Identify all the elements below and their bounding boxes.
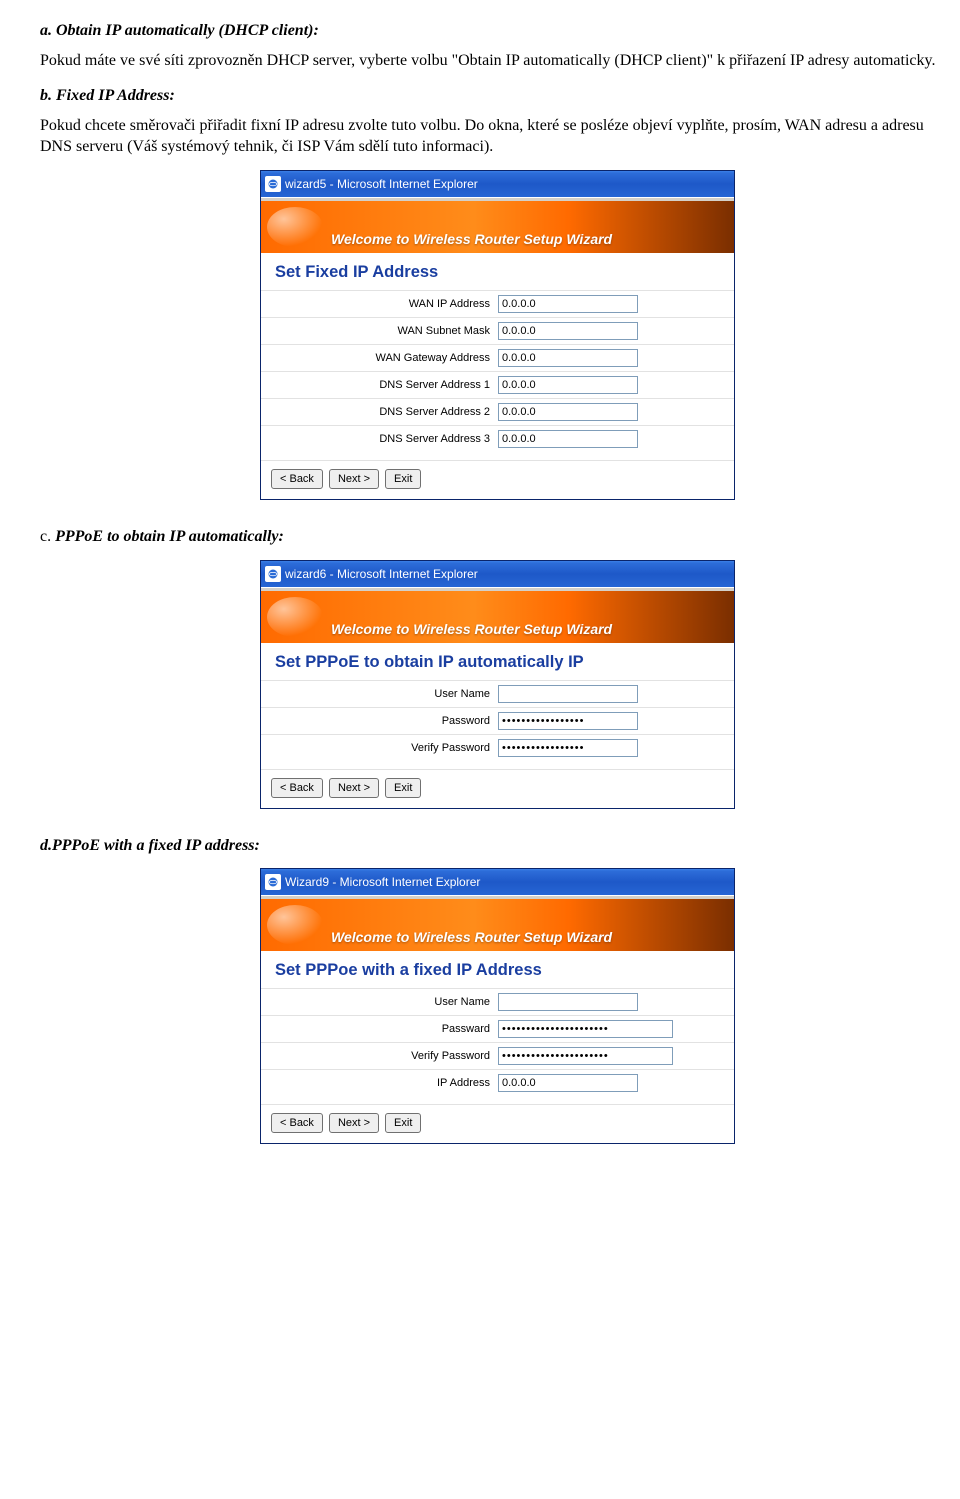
- next-button[interactable]: Next >: [329, 1113, 379, 1133]
- titlebar-text: Wizard9 - Microsoft Internet Explorer: [285, 875, 730, 889]
- section-d-title: d.PPPoE with a fixed IP address:: [40, 837, 260, 854]
- form-row: DNS Server Address 2: [261, 398, 734, 425]
- section-a-heading: a. Obtain IP automatically (DHCP client)…: [40, 20, 940, 42]
- ie-icon: [265, 176, 281, 192]
- wan-gateway-input[interactable]: [498, 349, 638, 367]
- form-area: User Name Passward Verify Password IP Ad…: [261, 988, 734, 1104]
- section-b-title: b. Fixed IP Address:: [40, 87, 175, 104]
- button-bar: < Back Next > Exit: [261, 1104, 734, 1143]
- back-button[interactable]: < Back: [271, 469, 323, 489]
- wizard-header-text: Welcome to Wireless Router Setup Wizard: [331, 231, 612, 247]
- next-button[interactable]: Next >: [329, 469, 379, 489]
- section-c-title: PPPoE to obtain IP automatically:: [55, 528, 284, 545]
- browser-window: wizard6 - Microsoft Internet Explorer We…: [260, 560, 735, 809]
- form-row: IP Address: [261, 1069, 734, 1096]
- section-c-heading: c. PPPoE to obtain IP automatically:: [40, 526, 940, 548]
- form-row: WAN Gateway Address: [261, 344, 734, 371]
- ie-icon: [265, 566, 281, 582]
- form-label: DNS Server Address 3: [273, 433, 498, 445]
- wizard-header: Welcome to Wireless Router Setup Wizard: [261, 201, 734, 253]
- wan-subnet-input[interactable]: [498, 322, 638, 340]
- username-input[interactable]: [498, 685, 638, 703]
- username-input[interactable]: [498, 993, 638, 1011]
- section-a-body: Pokud máte ve své síti zprovozněn DHCP s…: [40, 50, 940, 72]
- ie-icon: [265, 874, 281, 890]
- form-label: WAN IP Address: [273, 298, 498, 310]
- form-label: DNS Server Address 1: [273, 379, 498, 391]
- form-label: Verify Password: [273, 742, 498, 754]
- form-row: User Name: [261, 680, 734, 707]
- wizard-header: Welcome to Wireless Router Setup Wizard: [261, 591, 734, 643]
- form-label: IP Address: [273, 1077, 498, 1089]
- form-row: Verify Password: [261, 734, 734, 761]
- exit-button[interactable]: Exit: [385, 469, 421, 489]
- button-bar: < Back Next > Exit: [261, 460, 734, 499]
- section-d-heading: d.PPPoE with a fixed IP address:: [40, 835, 940, 857]
- form-row: DNS Server Address 1: [261, 371, 734, 398]
- browser-window: Wizard9 - Microsoft Internet Explorer We…: [260, 868, 735, 1144]
- dns2-input[interactable]: [498, 403, 638, 421]
- back-button[interactable]: < Back: [271, 778, 323, 798]
- section-title: Set Fixed IP Address: [261, 253, 734, 290]
- ip-address-input[interactable]: [498, 1074, 638, 1092]
- verify-password-input[interactable]: [498, 739, 638, 757]
- password-input[interactable]: [498, 712, 638, 730]
- form-row: User Name: [261, 988, 734, 1015]
- dns3-input[interactable]: [498, 430, 638, 448]
- wizard-header-text: Welcome to Wireless Router Setup Wizard: [331, 621, 612, 637]
- section-title: Set PPPoe with a fixed IP Address: [261, 951, 734, 988]
- section-b-heading: b. Fixed IP Address:: [40, 85, 940, 107]
- form-row: Password: [261, 707, 734, 734]
- password-input[interactable]: [498, 1020, 673, 1038]
- form-label: User Name: [273, 996, 498, 1008]
- form-label: WAN Gateway Address: [273, 352, 498, 364]
- next-button[interactable]: Next >: [329, 778, 379, 798]
- wan-ip-input[interactable]: [498, 295, 638, 313]
- section-b-body: Pokud chcete směrovači přiřadit fixní IP…: [40, 115, 940, 158]
- exit-button[interactable]: Exit: [385, 1113, 421, 1133]
- form-label: Verify Password: [273, 1050, 498, 1062]
- wizard-header: Welcome to Wireless Router Setup Wizard: [261, 899, 734, 951]
- form-label: User Name: [273, 688, 498, 700]
- exit-button[interactable]: Exit: [385, 778, 421, 798]
- screenshot-wizard5: wizard5 - Microsoft Internet Explorer We…: [260, 170, 940, 500]
- section-c-prefix: c: [40, 528, 47, 545]
- button-bar: < Back Next > Exit: [261, 769, 734, 808]
- form-label: Password: [273, 715, 498, 727]
- section-a-title: a. Obtain IP automatically (DHCP client)…: [40, 22, 319, 39]
- titlebar-text: wizard5 - Microsoft Internet Explorer: [285, 177, 730, 191]
- titlebar: wizard6 - Microsoft Internet Explorer: [261, 561, 734, 587]
- screenshot-wizard9: Wizard9 - Microsoft Internet Explorer We…: [260, 868, 940, 1144]
- browser-window: wizard5 - Microsoft Internet Explorer We…: [260, 170, 735, 500]
- form-row: WAN Subnet Mask: [261, 317, 734, 344]
- verify-password-input[interactable]: [498, 1047, 673, 1065]
- section-title: Set PPPoE to obtain IP automatically IP: [261, 643, 734, 680]
- dns1-input[interactable]: [498, 376, 638, 394]
- titlebar-text: wizard6 - Microsoft Internet Explorer: [285, 567, 730, 581]
- form-label: Passward: [273, 1023, 498, 1035]
- form-row: Verify Password: [261, 1042, 734, 1069]
- screenshot-wizard6: wizard6 - Microsoft Internet Explorer We…: [260, 560, 940, 809]
- back-button[interactable]: < Back: [271, 1113, 323, 1133]
- wizard-header-text: Welcome to Wireless Router Setup Wizard: [331, 929, 612, 945]
- form-label: DNS Server Address 2: [273, 406, 498, 418]
- form-label: WAN Subnet Mask: [273, 325, 498, 337]
- form-row: DNS Server Address 3: [261, 425, 734, 452]
- form-row: WAN IP Address: [261, 290, 734, 317]
- form-area: WAN IP Address WAN Subnet Mask WAN Gatew…: [261, 290, 734, 460]
- form-row: Passward: [261, 1015, 734, 1042]
- titlebar: Wizard9 - Microsoft Internet Explorer: [261, 869, 734, 895]
- titlebar: wizard5 - Microsoft Internet Explorer: [261, 171, 734, 197]
- form-area: User Name Password Verify Password: [261, 680, 734, 769]
